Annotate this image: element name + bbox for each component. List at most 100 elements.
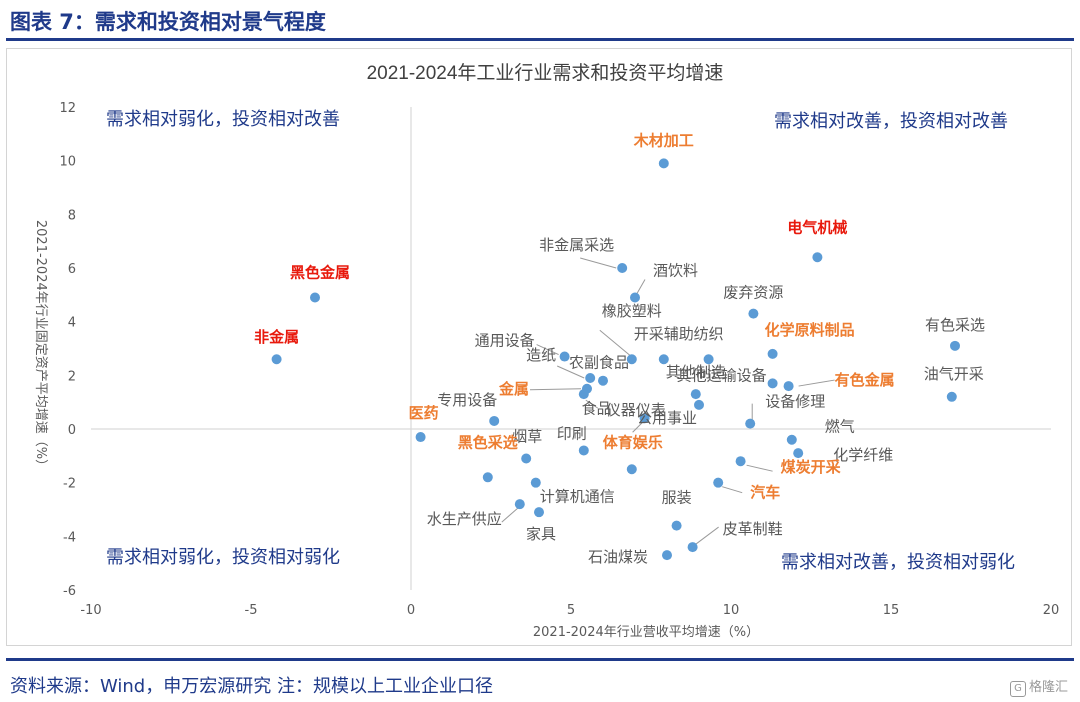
point-label: 计算机通信	[540, 488, 615, 506]
point-label: 公用事业	[637, 409, 697, 427]
data-point	[630, 292, 640, 303]
x-axis-label: 2021-2024年行业营收平均增速（%）	[533, 625, 759, 640]
top-rule	[6, 38, 1074, 41]
leader-line	[722, 486, 743, 494]
point-label: 非金属	[254, 328, 299, 346]
point-label: 煤炭开采	[781, 458, 842, 476]
x-tick-label: 0	[407, 603, 415, 618]
data-point	[271, 354, 282, 365]
y-tick-label: 2	[68, 369, 76, 384]
point-label: 有色金属	[835, 371, 895, 389]
data-point	[690, 389, 701, 400]
leader-line	[798, 379, 835, 387]
bottom-rule	[6, 658, 1074, 661]
data-point	[767, 378, 778, 389]
point-label: 油气开采	[924, 365, 984, 383]
point-label: 家具	[526, 525, 556, 543]
point-label: 烟草	[512, 428, 542, 446]
data-point	[559, 351, 570, 362]
watermark-text: 格隆汇	[1028, 680, 1068, 695]
data-point	[482, 472, 493, 483]
y-tick-label: 12	[59, 101, 76, 116]
y-tick-label: 6	[68, 262, 76, 277]
point-label: 造纸	[526, 346, 556, 364]
data-point	[585, 373, 596, 384]
chart-frame	[6, 48, 1072, 646]
leader-line	[632, 421, 643, 433]
data-point	[617, 263, 628, 273]
x-tick-label: 5	[567, 603, 575, 618]
x-tick-label: -5	[245, 603, 258, 618]
point-label: 印刷	[557, 424, 587, 442]
data-point	[626, 464, 637, 475]
data-point	[786, 434, 797, 445]
data-point	[658, 354, 669, 365]
y-tick-label: -6	[63, 584, 76, 599]
leader-line	[556, 365, 585, 379]
scatter-chart: 2021-2024年工业行业需求和投资平均增速 2021-2024年行业营收平均…	[33, 62, 1059, 640]
y-tick-label: 0	[68, 423, 76, 438]
quadrant-label-bottom-right: 需求相对改善，投资相对弱化	[781, 552, 1015, 573]
leader-line	[585, 399, 599, 409]
data-point	[671, 520, 682, 531]
data-point	[767, 348, 778, 359]
quadrant-label-bottom-left: 需求相对弱化，投资相对弱化	[106, 547, 340, 568]
data-point	[514, 499, 525, 510]
leader-line	[580, 257, 617, 269]
data-point	[703, 354, 714, 365]
point-label: 通用设备	[475, 332, 535, 350]
point-label: 仪器仪表	[606, 401, 666, 419]
data-point	[662, 550, 672, 561]
watermark-logo-icon: G	[1009, 681, 1026, 697]
point-label: 酒饮料	[653, 262, 698, 280]
data-points	[271, 158, 960, 561]
x-tick-label: -10	[80, 603, 101, 618]
data-point	[745, 418, 756, 429]
y-tick-label: -2	[63, 477, 76, 492]
y-tick-label: 10	[59, 155, 76, 170]
point-label: 化学纤维	[833, 446, 893, 464]
leader-line	[599, 329, 631, 356]
point-label: 农副食品	[569, 354, 629, 372]
leader-lines	[501, 257, 835, 546]
leader-line	[746, 464, 773, 472]
data-point	[748, 308, 759, 319]
point-label: 化学原料制品	[765, 321, 855, 339]
point-label: 有色采选	[925, 316, 985, 334]
point-label: 开采辅助	[634, 325, 694, 343]
point-label: 木材加工	[633, 131, 694, 149]
data-point	[530, 477, 541, 488]
point-label: 医药	[409, 404, 439, 422]
data-point	[950, 340, 960, 351]
data-point	[694, 399, 704, 410]
y-tick-label: 8	[68, 208, 76, 223]
data-point	[812, 252, 823, 263]
chart-title: 2021-2024年工业行业需求和投资平均增速	[367, 62, 724, 84]
point-label: 纺织	[694, 325, 724, 343]
point-label: 其他运输设备	[677, 366, 767, 384]
data-point	[489, 415, 500, 426]
point-label: 金属	[498, 380, 529, 398]
point-label: 专用设备	[437, 391, 497, 409]
watermark: G 格隆汇	[1009, 676, 1068, 697]
data-point	[626, 354, 637, 365]
data-point	[598, 375, 608, 386]
leader-line	[501, 507, 519, 523]
point-label: 设备修理	[765, 393, 825, 411]
leader-line	[536, 344, 559, 356]
figure-title: 图表 7：需求和投资相对景气程度	[10, 10, 326, 34]
leader-line	[694, 526, 719, 546]
leader-line	[636, 279, 646, 294]
point-label: 食品	[582, 399, 612, 417]
data-point	[713, 477, 724, 488]
x-tick-label: 15	[883, 603, 900, 618]
point-label: 服装	[662, 489, 692, 507]
point-label: 汽车	[750, 484, 780, 502]
point-label: 水生产供应	[427, 510, 502, 528]
point-label: 燃气	[825, 418, 855, 436]
quadrant-label-top-left: 需求相对弱化，投资相对改善	[106, 109, 340, 130]
data-point	[578, 445, 589, 456]
y-tick-label: 4	[68, 316, 76, 331]
